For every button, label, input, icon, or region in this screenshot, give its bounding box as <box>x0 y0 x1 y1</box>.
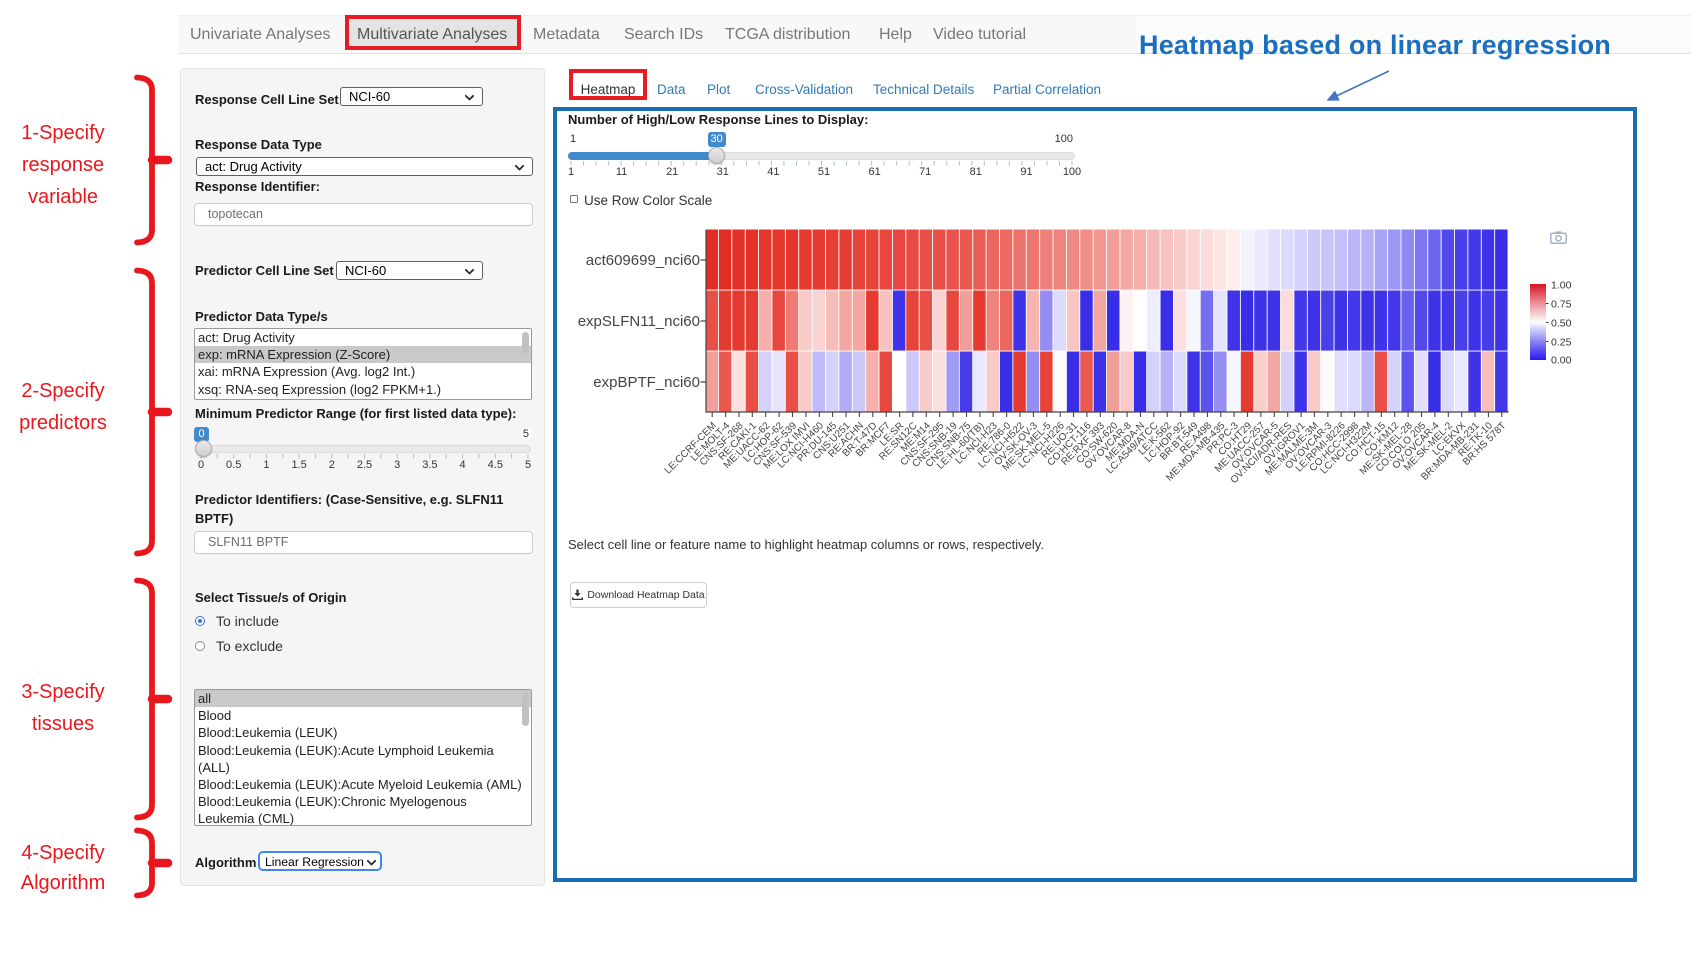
svg-text:0.25: 0.25 <box>1551 337 1572 349</box>
svg-text:0.50: 0.50 <box>1551 318 1572 330</box>
svg-text:expSLFN11_nci60: expSLFN11_nci60 <box>578 313 700 330</box>
svg-text:0.00: 0.00 <box>1551 355 1572 367</box>
svg-text:act609699_nci60: act609699_nci60 <box>586 252 700 269</box>
svg-text:0.75: 0.75 <box>1551 299 1572 311</box>
svg-text:1.00: 1.00 <box>1551 280 1572 292</box>
svg-text:expBPTF_nci60: expBPTF_nci60 <box>593 374 700 391</box>
